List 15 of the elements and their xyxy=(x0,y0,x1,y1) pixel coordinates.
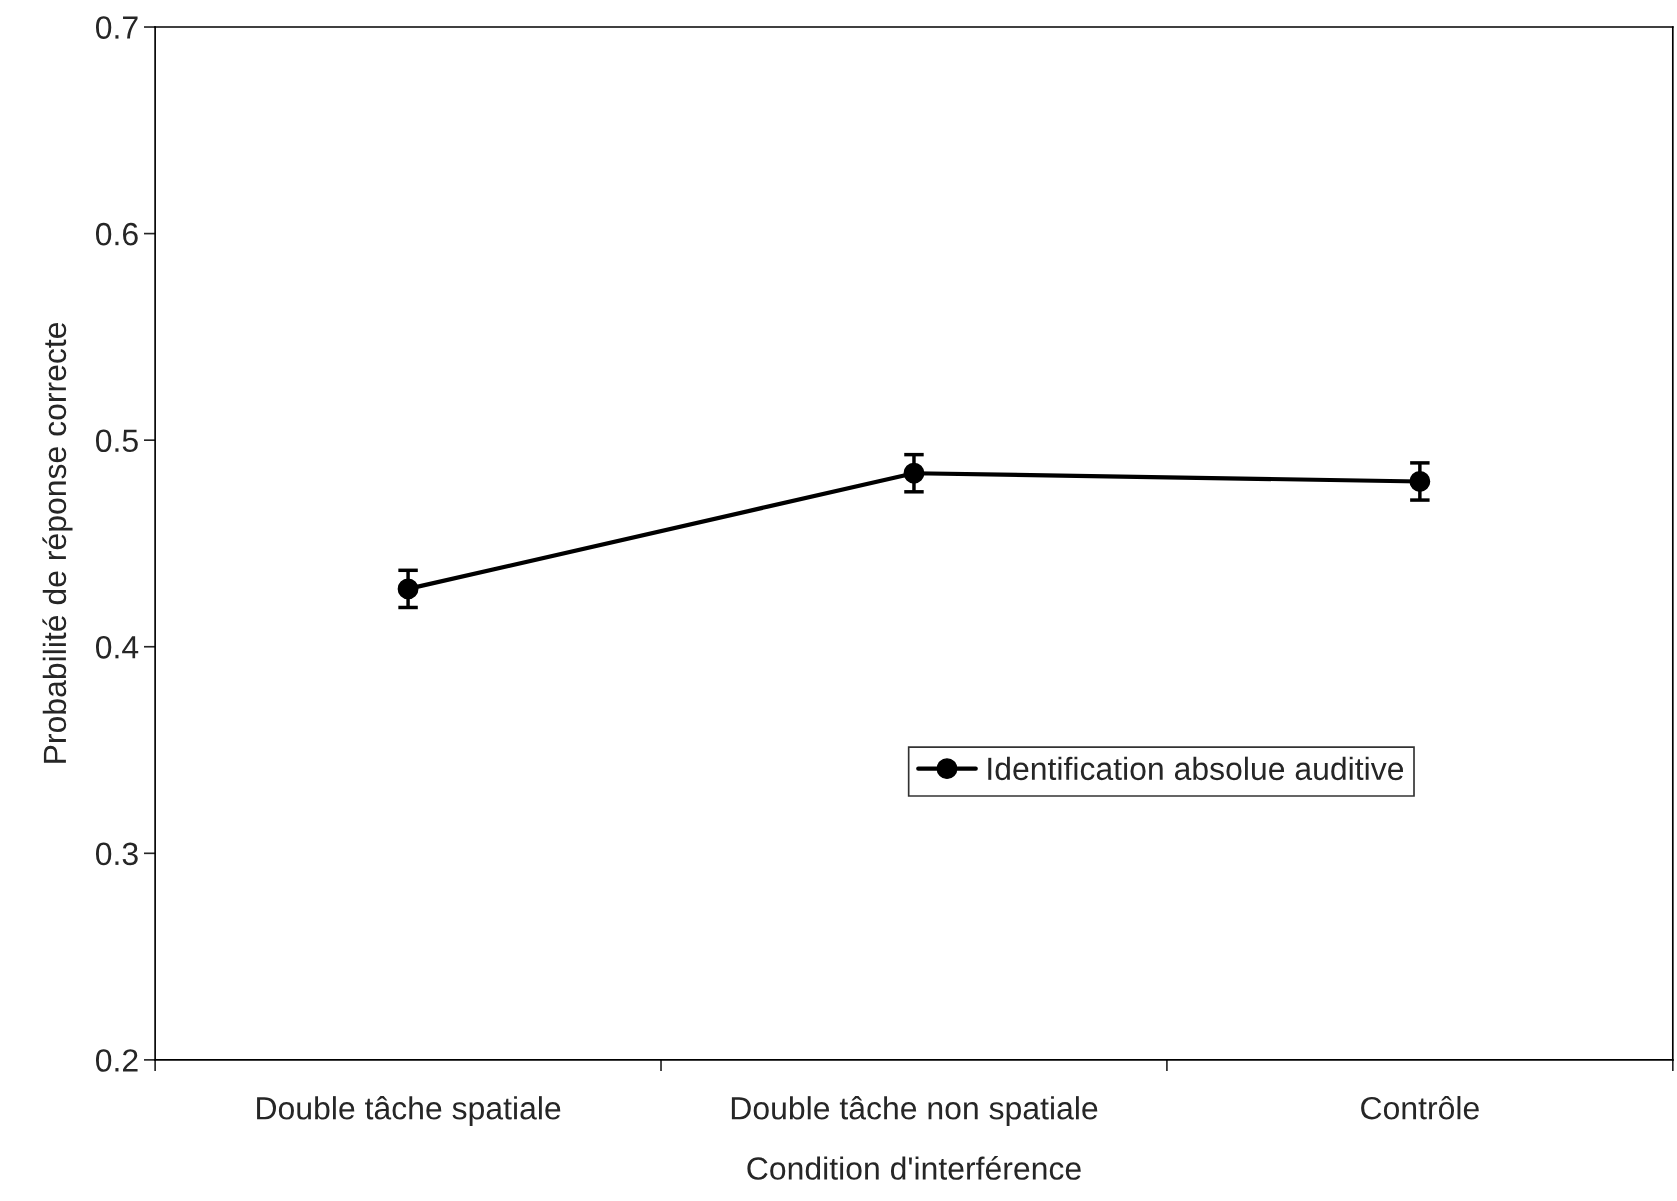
y-axis-title: Probabilité de réponse correcte xyxy=(42,322,73,763)
x-tick-label: Contrôle xyxy=(1361,1095,1479,1120)
y-tick-label: 0.4 xyxy=(96,636,139,659)
x-axis-title: Condition d'interférence xyxy=(747,1156,1081,1180)
y-tick-label: 0.7 xyxy=(96,16,138,39)
point xyxy=(903,462,925,484)
x-tick-label: Double tâche non spatiale xyxy=(731,1096,1098,1126)
x-tick-label: Double tâche spatiale xyxy=(257,1096,561,1126)
y-tick-label: 0.3 xyxy=(96,842,138,866)
point xyxy=(1409,471,1431,492)
legend-label: Identification absolue auditive xyxy=(988,756,1404,781)
y-tick-label: 0.2 xyxy=(96,1049,138,1072)
y-tick-label: 0.6 xyxy=(96,222,138,246)
y-tick-label: 0.5 xyxy=(96,429,138,453)
point xyxy=(397,578,419,600)
